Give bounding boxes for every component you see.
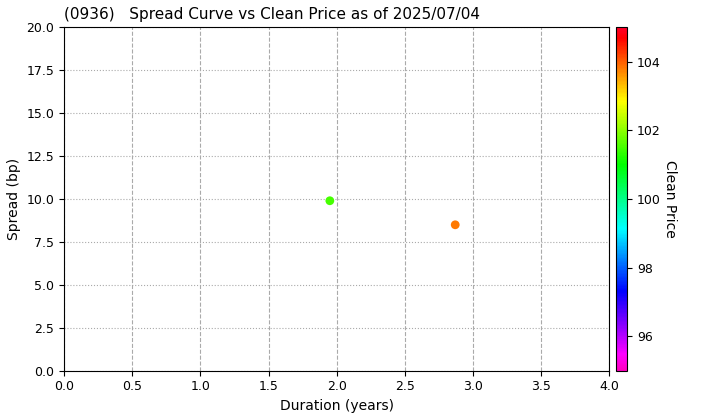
Y-axis label: Spread (bp): Spread (bp): [7, 158, 21, 240]
Point: [449, 221, 461, 228]
Text: (0936)   Spread Curve vs Clean Price as of 2025/07/04: (0936) Spread Curve vs Clean Price as of…: [64, 7, 480, 22]
Point: [324, 197, 336, 204]
Y-axis label: Clean Price: Clean Price: [663, 160, 678, 238]
X-axis label: Duration (years): Duration (years): [279, 399, 394, 413]
